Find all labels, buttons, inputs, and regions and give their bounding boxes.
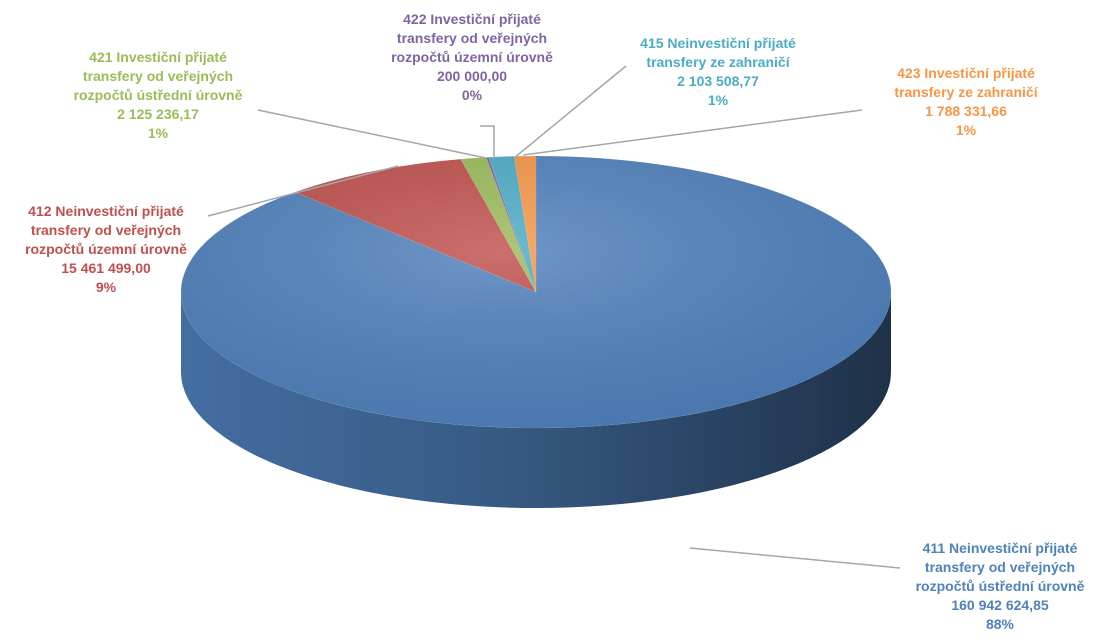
label-value-415: 2 103 508,77 bbox=[677, 73, 759, 89]
label-line-411: transfery od veřejných bbox=[925, 559, 1075, 575]
leader-line-421 bbox=[257, 109, 487, 159]
label-line-411: rozpočtů ústřední úrovně bbox=[916, 578, 1085, 594]
label-line-412: transfery od veřejných bbox=[31, 222, 181, 238]
label-line-412: rozpočtů územní úrovně bbox=[25, 241, 187, 257]
label-percent-411: 88% bbox=[986, 616, 1015, 632]
label-value-412: 15 461 499,00 bbox=[61, 260, 151, 276]
label-line-423: transfery ze zahraničí bbox=[894, 84, 1038, 100]
leader-line-415 bbox=[513, 65, 627, 159]
leader-line-411 bbox=[689, 547, 901, 569]
pie-top bbox=[180, 155, 892, 429]
label-value-421: 2 125 236,17 bbox=[117, 106, 199, 122]
data-label-411: 411 Neinvestiční přijaté transfery od veř… bbox=[916, 540, 1085, 632]
data-label-415: 415 Neinvestiční přijaté transfery ze zah… bbox=[640, 35, 796, 108]
data-label-412: 412 Neinvestiční přijaté transfery od veř… bbox=[25, 203, 187, 295]
label-line-421: transfery od veřejných bbox=[83, 68, 233, 84]
label-line-422: 422 Investiční přijaté bbox=[403, 11, 541, 27]
data-label-421: 421 Investiční přijaté transfery od veřej… bbox=[74, 49, 243, 141]
leader-line-412 bbox=[207, 165, 399, 217]
label-value-411: 160 942 624,85 bbox=[951, 597, 1049, 613]
label-line-422: rozpočtů územní úrovně bbox=[391, 49, 553, 65]
label-percent-421: 1% bbox=[148, 125, 169, 141]
leader-lines bbox=[207, 65, 901, 569]
label-line-423: 423 Investiční přijaté bbox=[897, 65, 1035, 81]
label-line-411: 411 Neinvestiční přijaté bbox=[923, 540, 1078, 556]
data-label-422: 422 Investiční přijaté transfery od veřej… bbox=[391, 11, 553, 103]
label-percent-415: 1% bbox=[708, 92, 729, 108]
data-label-423: 423 Investiční přijaté transfery ze zahra… bbox=[894, 65, 1038, 138]
label-line-422: transfery od veřejných bbox=[397, 30, 547, 46]
label-percent-423: 1% bbox=[956, 122, 977, 138]
pie-side-411 bbox=[181, 292, 891, 508]
label-line-415: transfery ze zahraničí bbox=[646, 54, 790, 70]
leader-line-423 bbox=[522, 109, 863, 156]
label-value-422: 200 000,00 bbox=[437, 68, 507, 84]
pie-top-sheen bbox=[181, 156, 891, 428]
label-line-415: 415 Neinvestiční přijaté bbox=[640, 35, 796, 51]
label-percent-422: 0% bbox=[462, 87, 483, 103]
label-line-421: 421 Investiční přijaté bbox=[89, 49, 227, 65]
label-line-412: 412 Neinvestiční přijaté bbox=[28, 203, 184, 219]
label-value-423: 1 788 331,66 bbox=[925, 103, 1007, 119]
label-percent-412: 9% bbox=[96, 279, 117, 295]
label-line-421: rozpočtů ústřední úrovně bbox=[74, 87, 243, 103]
data-labels: 411 Neinvestiční přijaté transfery od veř… bbox=[25, 11, 1085, 632]
leader-line-422 bbox=[480, 125, 495, 158]
pie-depth bbox=[181, 292, 891, 508]
